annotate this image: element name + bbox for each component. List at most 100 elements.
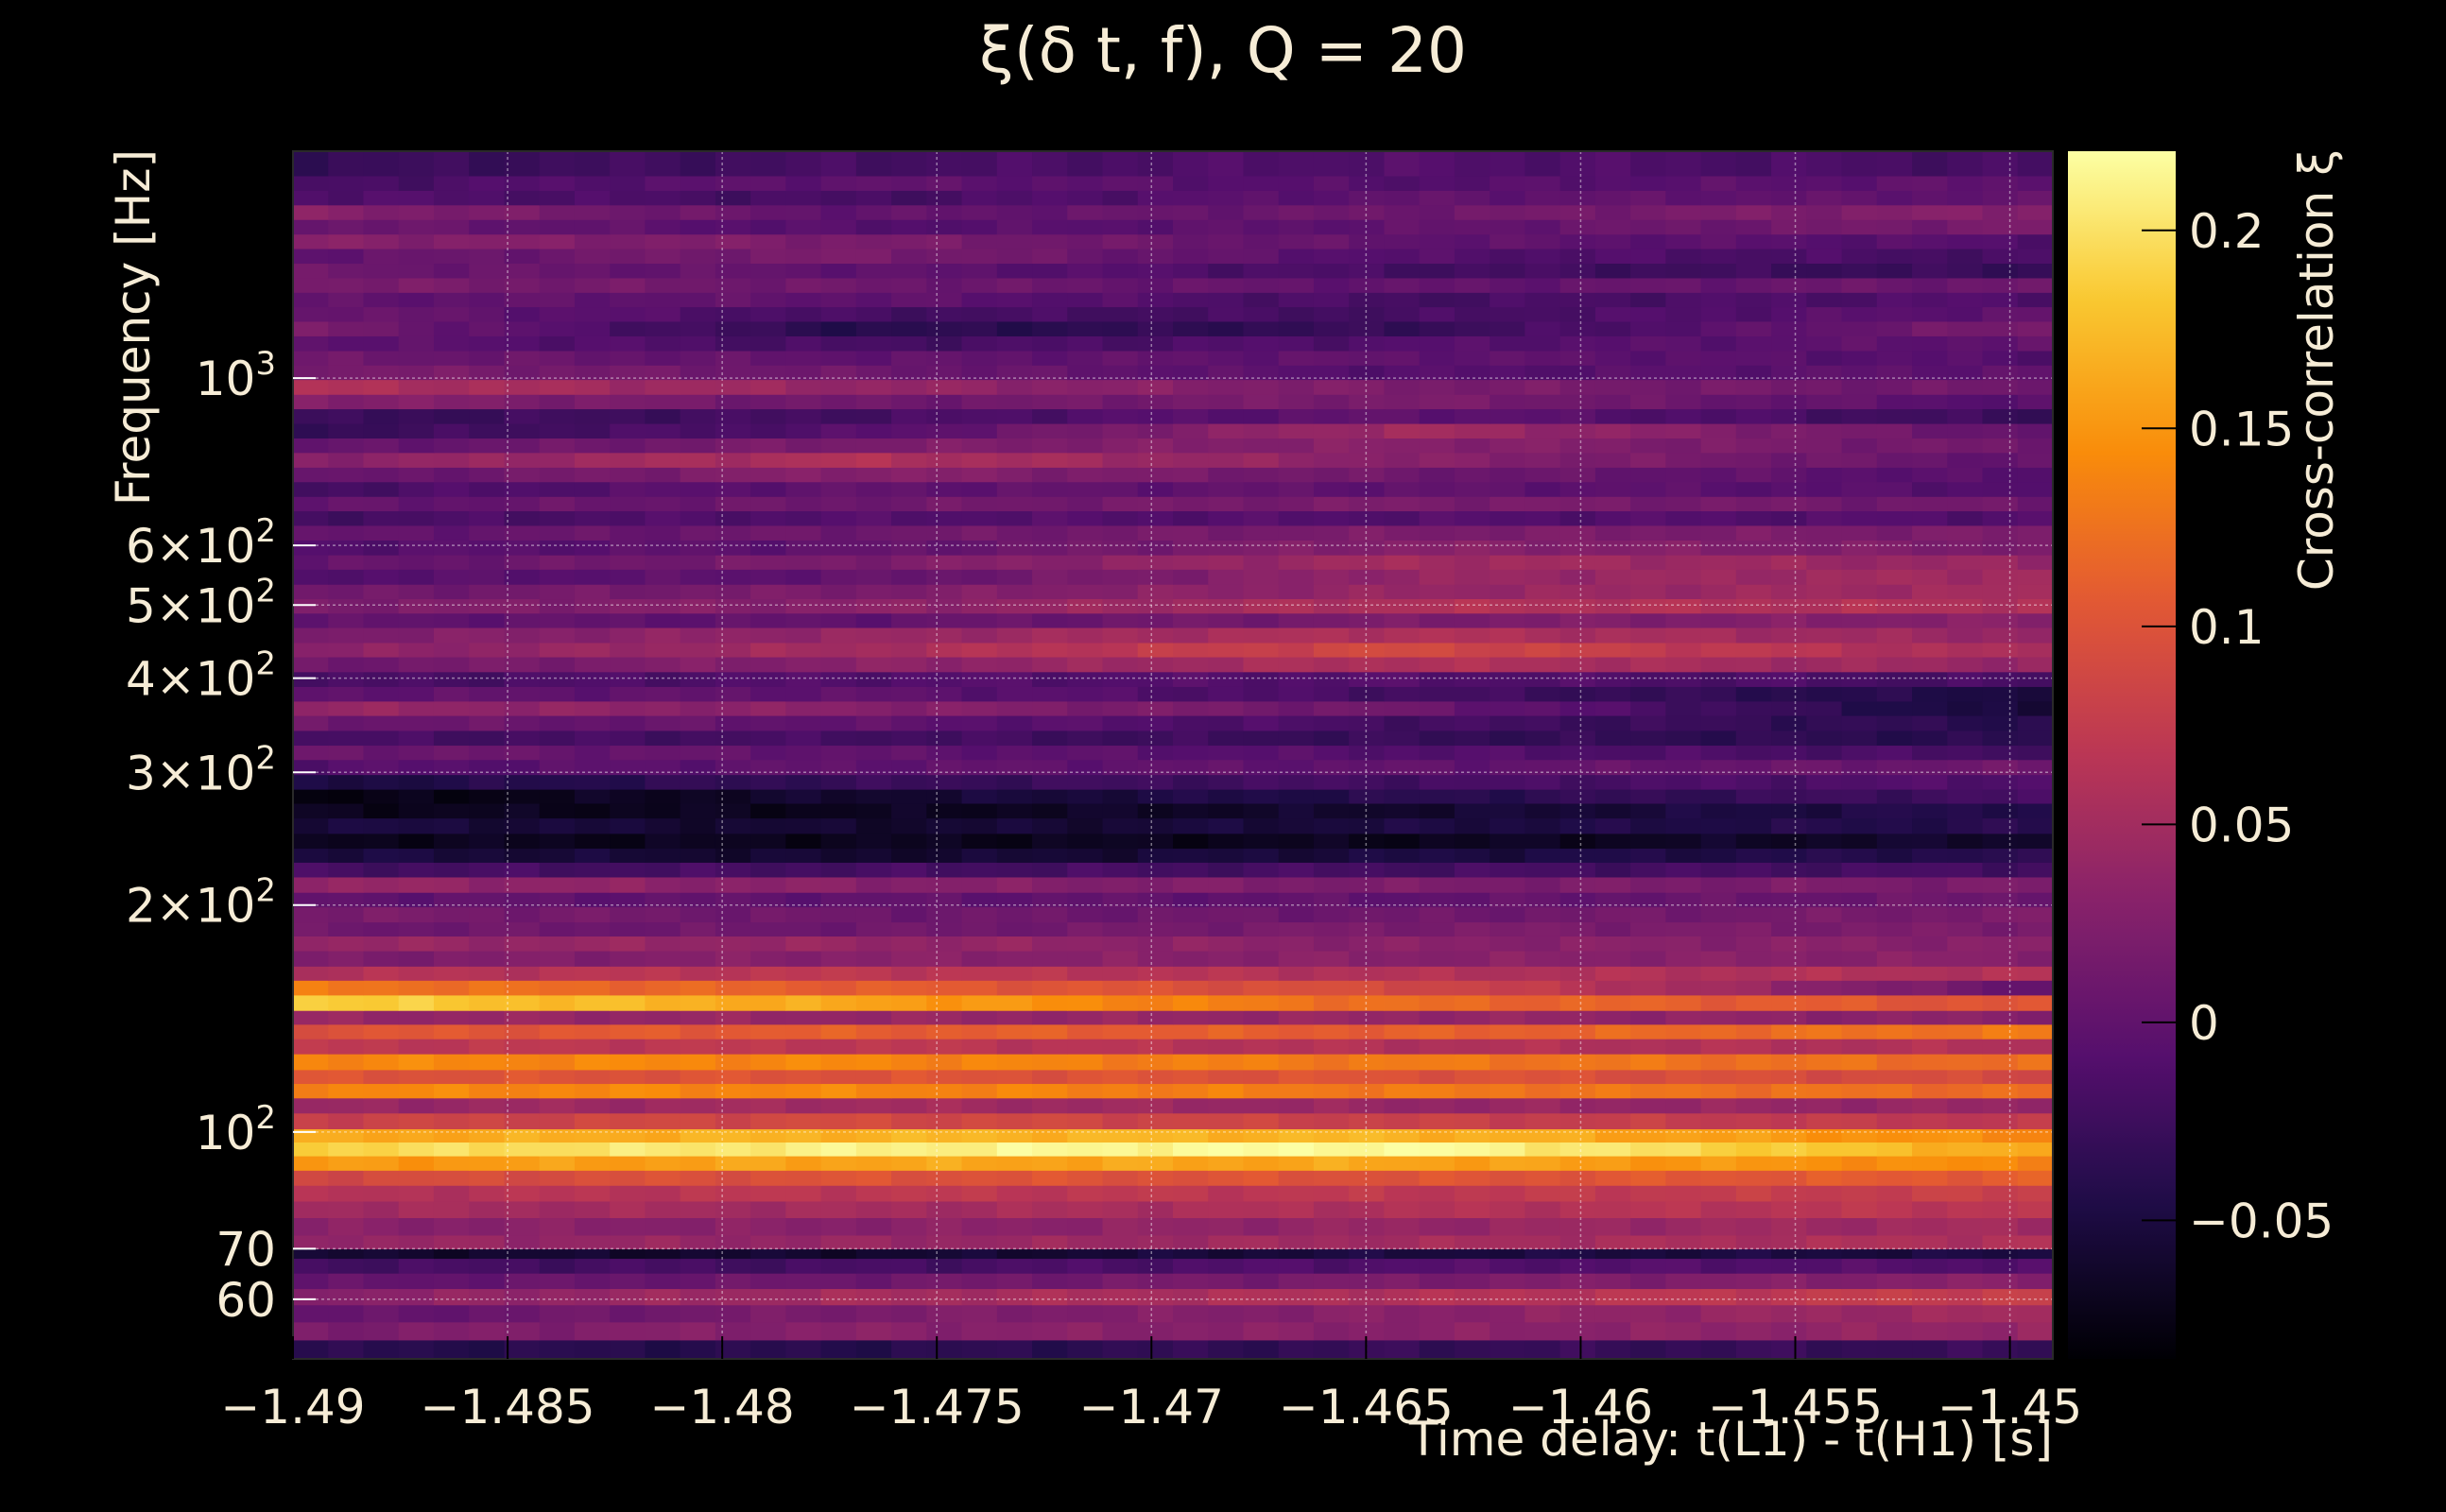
heatmap-cell — [1173, 306, 1209, 322]
heatmap-cell — [996, 408, 1033, 424]
heatmap-cell — [1735, 759, 1772, 776]
heatmap-cell — [1490, 730, 1525, 747]
heatmap-cell — [1912, 1273, 1948, 1290]
heatmap-cell — [785, 335, 822, 352]
heatmap-cell — [610, 277, 646, 293]
heatmap-cell — [680, 1258, 716, 1274]
heatmap-cell — [961, 248, 998, 265]
heatmap-cell — [961, 1156, 998, 1171]
heatmap-cell — [433, 1304, 470, 1323]
heatmap-cell — [504, 892, 541, 908]
heatmap-cell — [574, 1304, 611, 1323]
heatmap-cell — [750, 1097, 786, 1114]
heatmap-cell — [645, 1128, 681, 1143]
heatmap-cell — [1419, 936, 1456, 952]
heatmap-cell — [2017, 452, 2054, 468]
heatmap-cell — [1349, 1200, 1386, 1219]
heatmap-cell — [1067, 612, 1104, 628]
heatmap-cell — [1032, 277, 1068, 293]
heatmap-cell — [1490, 467, 1525, 483]
heatmap-cell — [1137, 876, 1174, 893]
heatmap-cell — [1841, 1288, 1878, 1306]
heatmap-cell — [1313, 1083, 1350, 1099]
heatmap-cell — [1208, 292, 1245, 308]
heatmap-cell — [750, 350, 786, 366]
heatmap-cell — [1384, 1112, 1421, 1130]
heatmap-cell — [1173, 408, 1209, 424]
heatmap-cell — [891, 730, 927, 747]
heatmap-cell — [1137, 263, 1174, 279]
heatmap-cell — [1208, 481, 1245, 497]
heatmap-cell — [926, 1339, 963, 1360]
heatmap-cell — [1384, 1142, 1421, 1157]
heatmap-cell — [1982, 306, 2019, 322]
heatmap-cell — [1630, 1054, 1666, 1071]
heatmap-cell — [891, 802, 927, 819]
heatmap-cell — [1384, 833, 1421, 850]
heatmap-cell — [1806, 994, 1843, 1011]
heatmap-cell — [293, 1273, 329, 1290]
heatmap-cell — [1032, 1288, 1068, 1306]
heatmap-cell — [961, 774, 998, 790]
heatmap-cell — [1594, 1200, 1631, 1219]
heatmap-cell — [785, 774, 822, 790]
heatmap-cell — [1700, 671, 1737, 687]
heatmap-cell — [1912, 1010, 1948, 1025]
heatmap-cell — [1735, 892, 1772, 908]
heatmap-cell — [785, 1217, 822, 1236]
heatmap-cell — [1982, 481, 2019, 497]
heatmap-cell — [2017, 1339, 2054, 1360]
heatmap-cell — [398, 612, 435, 628]
heatmap-cell — [1841, 921, 1878, 936]
heatmap-cell — [1735, 481, 1772, 497]
heatmap-cell — [1067, 452, 1104, 468]
heatmap-cell — [1806, 906, 1843, 923]
heatmap-cell — [469, 936, 506, 952]
heatmap-cell — [610, 569, 646, 585]
heatmap-cell — [1349, 817, 1386, 834]
heatmap-cell — [363, 306, 400, 322]
heatmap-cell — [750, 422, 786, 439]
heatmap-cell — [398, 950, 435, 967]
heatmap-cell — [891, 950, 927, 967]
heatmap-cell — [1876, 1023, 1913, 1040]
heatmap-cell — [433, 1258, 470, 1274]
heatmap-cell — [293, 817, 329, 834]
heatmap-cell — [1947, 1321, 1984, 1341]
heatmap-cell — [1313, 394, 1350, 410]
heatmap-cell — [855, 833, 892, 850]
heatmap-cell — [328, 496, 365, 512]
heatmap-cell — [1594, 656, 1631, 673]
heatmap-cell — [1278, 966, 1315, 981]
heatmap-cell — [1032, 190, 1068, 206]
heatmap-cell — [1876, 598, 1913, 614]
heatmap-cell — [1947, 802, 1984, 819]
heatmap-cell — [715, 569, 751, 585]
heatmap-cell — [469, 745, 506, 761]
heatmap-cell — [1947, 584, 1984, 600]
heatmap-cell — [1524, 190, 1561, 206]
heatmap-cell — [1278, 1054, 1315, 1071]
heatmap-cell — [645, 540, 681, 556]
heatmap-cell — [433, 335, 470, 352]
heatmap-cell — [1454, 584, 1490, 600]
heatmap-cell — [610, 906, 646, 923]
heatmap-cell — [996, 467, 1033, 483]
heatmap-cell — [1876, 394, 1913, 410]
heatmap-cell — [1559, 714, 1596, 731]
heatmap-cell — [750, 921, 786, 936]
heatmap-cell — [1278, 745, 1315, 761]
heatmap-cell — [1032, 422, 1068, 439]
heatmap-cell — [961, 994, 998, 1011]
heatmap-cell — [328, 569, 365, 585]
heatmap-cell — [1208, 1069, 1245, 1085]
heatmap-cell — [1771, 598, 1807, 614]
heatmap-cell — [398, 862, 435, 878]
heatmap-cell — [1243, 524, 1280, 541]
heatmap-cell — [1384, 1258, 1421, 1274]
heatmap-cell — [1137, 1010, 1174, 1025]
heatmap-cell — [504, 1234, 541, 1250]
heatmap-cell — [820, 233, 857, 249]
heatmap-cell — [1665, 263, 1702, 279]
